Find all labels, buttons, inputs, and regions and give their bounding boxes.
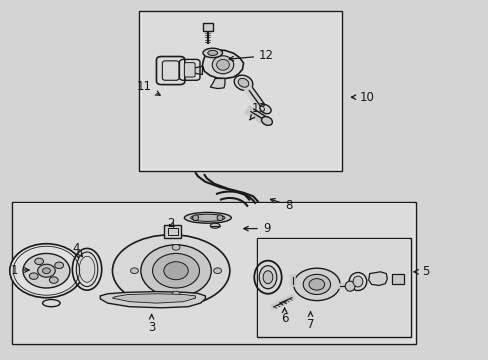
Text: 13: 13 — [249, 102, 266, 120]
Text: 11: 11 — [137, 80, 160, 95]
Circle shape — [213, 268, 221, 274]
Text: 1: 1 — [11, 264, 29, 276]
Ellipse shape — [203, 48, 222, 58]
Ellipse shape — [352, 276, 362, 287]
Circle shape — [303, 274, 330, 294]
Polygon shape — [368, 272, 386, 285]
Text: 4: 4 — [72, 242, 82, 257]
Ellipse shape — [259, 266, 276, 289]
Circle shape — [308, 279, 324, 290]
Ellipse shape — [112, 235, 229, 307]
Circle shape — [152, 253, 199, 288]
Polygon shape — [202, 50, 243, 78]
Ellipse shape — [234, 75, 252, 90]
FancyBboxPatch shape — [162, 61, 179, 80]
FancyBboxPatch shape — [391, 274, 404, 284]
Ellipse shape — [238, 78, 248, 87]
Circle shape — [23, 253, 70, 288]
Text: 8: 8 — [270, 199, 292, 212]
Bar — [258, 239, 408, 336]
Text: 5: 5 — [413, 265, 428, 278]
Text: 3: 3 — [147, 315, 155, 334]
Circle shape — [163, 262, 188, 280]
FancyBboxPatch shape — [203, 23, 212, 31]
Circle shape — [42, 268, 50, 274]
Polygon shape — [112, 294, 195, 303]
Bar — [139, 11, 342, 171]
Ellipse shape — [35, 258, 43, 265]
Text: 12: 12 — [229, 49, 273, 62]
Ellipse shape — [212, 56, 233, 74]
Text: 7: 7 — [306, 312, 314, 330]
Bar — [12, 202, 415, 344]
Circle shape — [141, 245, 211, 297]
Ellipse shape — [263, 271, 272, 284]
Circle shape — [38, 264, 55, 277]
Ellipse shape — [261, 117, 272, 125]
Circle shape — [10, 244, 83, 298]
Text: 10: 10 — [351, 91, 373, 104]
Ellipse shape — [184, 212, 231, 223]
Circle shape — [130, 268, 138, 274]
Ellipse shape — [192, 215, 198, 221]
Ellipse shape — [345, 281, 354, 291]
Polygon shape — [210, 78, 224, 89]
Ellipse shape — [260, 104, 270, 114]
Ellipse shape — [190, 214, 224, 221]
Circle shape — [172, 291, 180, 297]
Circle shape — [172, 244, 180, 250]
Ellipse shape — [49, 277, 58, 283]
Ellipse shape — [76, 252, 98, 287]
Bar — [256, 238, 410, 337]
FancyBboxPatch shape — [164, 225, 181, 238]
Ellipse shape — [210, 223, 220, 228]
Text: 2: 2 — [167, 217, 175, 230]
Ellipse shape — [217, 215, 223, 221]
Polygon shape — [192, 66, 202, 75]
Ellipse shape — [293, 268, 340, 301]
Ellipse shape — [55, 262, 63, 269]
Ellipse shape — [216, 59, 229, 70]
Text: 6: 6 — [280, 308, 288, 325]
Ellipse shape — [29, 273, 38, 279]
FancyBboxPatch shape — [184, 63, 195, 77]
Ellipse shape — [207, 50, 217, 55]
Bar — [142, 13, 339, 169]
Text: 9: 9 — [244, 222, 270, 235]
Polygon shape — [100, 292, 205, 308]
Bar — [14, 203, 413, 343]
